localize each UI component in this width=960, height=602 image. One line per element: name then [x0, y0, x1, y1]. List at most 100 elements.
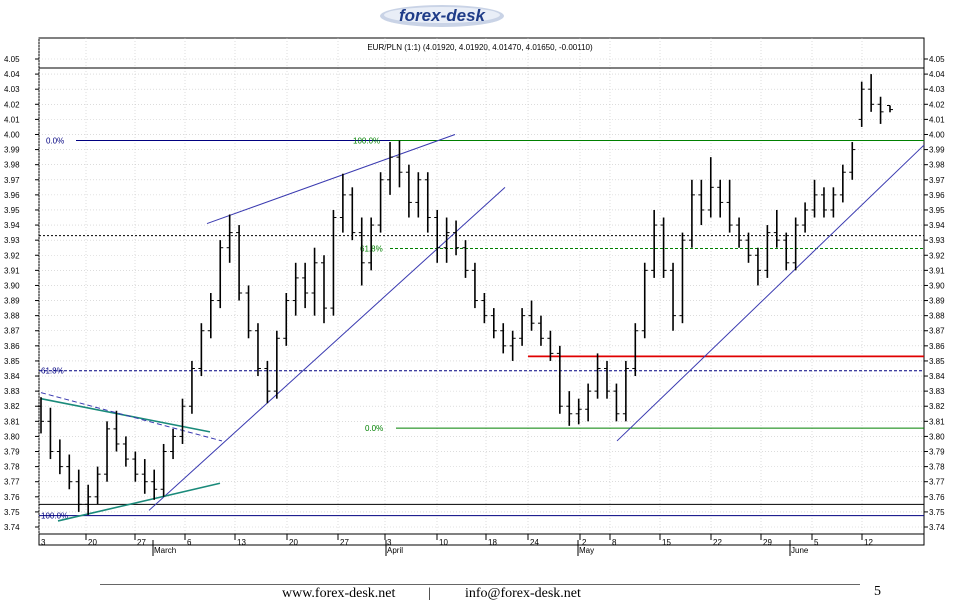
y-tick-label-right: 3.83 — [929, 387, 945, 396]
x-tick-label: 15 — [662, 538, 671, 547]
y-tick-label-left: 3.76 — [4, 493, 20, 502]
y-tick-label-left: 3.89 — [4, 297, 20, 306]
level-label: 0.0% — [365, 424, 383, 433]
y-tick-label-right: 3.97 — [929, 176, 945, 185]
y-tick-label-left: 4.02 — [4, 100, 20, 109]
y-tick-label-right: 3.76 — [929, 493, 945, 502]
x-tick-label: 6 — [187, 538, 192, 547]
footer-rule — [100, 584, 860, 585]
y-tick-label-right: 3.91 — [929, 266, 945, 275]
y-tick-label-right: 3.95 — [929, 206, 945, 215]
y-tick-label-left: 3.95 — [4, 206, 20, 215]
y-tick-label-left: 3.90 — [4, 281, 20, 290]
month-label: June — [791, 546, 809, 555]
y-tick-label-left: 4.00 — [4, 130, 20, 139]
eurpln-chart: EUR/PLN (1:1) (4.01920, 4.01920, 4.01470… — [4, 37, 945, 556]
y-tick-label-left: 3.75 — [4, 508, 20, 517]
y-tick-label-right: 3.82 — [929, 402, 945, 411]
y-tick-label-left: 3.96 — [4, 191, 20, 200]
y-tick-label-left: 3.87 — [4, 327, 20, 336]
y-tick-label-right: 3.74 — [929, 523, 945, 532]
y-tick-label-left: 3.82 — [4, 402, 20, 411]
horizontal-levels: 0.0%100.0%61.8%61.8%0.0%100.0% — [39, 67, 924, 521]
y-tick-label-right: 4.04 — [929, 70, 945, 79]
y-tick-label-right: 4.00 — [929, 130, 945, 139]
x-tick-label: 20 — [289, 538, 298, 547]
y-tick-label-left: 3.86 — [4, 342, 20, 351]
x-tick-label: 29 — [763, 538, 772, 547]
y-tick-label-left: 4.03 — [4, 85, 20, 94]
y-tick-label-right: 3.86 — [929, 342, 945, 351]
y-tick-label-right: 3.88 — [929, 312, 945, 321]
y-tick-label-left: 3.84 — [4, 372, 20, 381]
grid — [38, 38, 924, 534]
x-tick-label: 12 — [864, 538, 873, 547]
y-tick-label-left: 3.78 — [4, 463, 20, 472]
y-tick-label-right: 3.84 — [929, 372, 945, 381]
page-number: 5 — [874, 584, 881, 599]
y-tick-label-left: 3.91 — [4, 266, 20, 275]
x-tick-label: 8 — [612, 538, 617, 547]
y-tick-label-left: 3.83 — [4, 387, 20, 396]
footer-separator: | — [428, 586, 431, 601]
x-tick-label: 20 — [88, 538, 97, 547]
y-tick-label-right: 3.81 — [929, 417, 945, 426]
y-tick-label-right: 3.90 — [929, 281, 945, 290]
y-tick-label-left: 3.97 — [4, 176, 20, 185]
uptrend-line — [148, 186, 506, 511]
y-tick-label-right: 4.01 — [929, 115, 945, 124]
y-tick-label-left: 4.05 — [4, 55, 20, 64]
y-tick-label-right: 3.87 — [929, 327, 945, 336]
price-bars — [38, 74, 893, 515]
y-tick-label-left: 3.77 — [4, 478, 20, 487]
y-tick-label-left: 3.88 — [4, 312, 20, 321]
plot-frame — [38, 37, 925, 546]
y-tick-label-left: 3.79 — [4, 448, 20, 457]
y-tick-label-left: 3.85 — [4, 357, 20, 366]
x-tick-label: 10 — [439, 538, 448, 547]
month-label: April — [387, 546, 403, 555]
y-tick-label-left: 3.74 — [4, 523, 20, 532]
x-tick-label: 27 — [137, 538, 146, 547]
footer-email-link[interactable]: info@forex-desk.net — [465, 586, 581, 601]
y-tick-label-right: 4.05 — [929, 55, 945, 64]
x-tick-label: 24 — [530, 538, 539, 547]
level-label: 61.8% — [41, 367, 64, 376]
x-tick-label: 27 — [340, 538, 349, 547]
y-tick-label-right: 3.98 — [929, 161, 945, 170]
y-tick-label-left: 4.01 — [4, 115, 20, 124]
y-tick-label-left: 3.81 — [4, 417, 20, 426]
y-tick-label-right: 3.79 — [929, 448, 945, 457]
triangle-bottom-line — [57, 482, 221, 522]
y-tick-label-right: 3.78 — [929, 463, 945, 472]
y-tick-label-left: 3.98 — [4, 161, 20, 170]
y-tick-label-right: 3.92 — [929, 251, 945, 260]
y-tick-label-left: 3.80 — [4, 432, 20, 441]
x-tick-label: 18 — [488, 538, 497, 547]
x-tick-label: 22 — [713, 538, 722, 547]
y-tick-label-left: 3.94 — [4, 221, 20, 230]
logo-text: forex-desk — [399, 6, 487, 25]
level-label: 0.0% — [46, 137, 64, 146]
y-tick-label-right: 3.99 — [929, 146, 945, 155]
month-label: May — [579, 546, 594, 555]
y-tick-label-left: 3.93 — [4, 236, 20, 245]
x-axis: 3 20 27 6 13 20 27 3 10 18 24 2 8 15 22 29 5 12 March April… — [38, 533, 924, 556]
y-tick-label-right: 3.85 — [929, 357, 945, 366]
y-axis: 4.05 4.05 4.04 4.04 4.03 4.03 4.02 4.02 4.01 4.01… — [4, 55, 945, 532]
y-tick-label-right: 3.93 — [929, 236, 945, 245]
y-tick-label-left: 4.04 — [4, 70, 20, 79]
uptrend-line-2 — [616, 144, 925, 442]
channel-top-line — [206, 134, 456, 225]
x-tick-label: 13 — [237, 538, 246, 547]
footer-website-link[interactable]: www.forex-desk.net — [282, 586, 396, 601]
page-footer: www.forex-desk.net | info@forex-desk.net… — [0, 584, 960, 602]
y-tick-label-left: 3.92 — [4, 251, 20, 260]
logo-swoosh-inner — [384, 7, 500, 23]
x-tick-label: 3 — [41, 538, 46, 547]
y-tick-label-left: 3.99 — [4, 146, 20, 155]
x-tick-label: 5 — [814, 538, 819, 547]
chart-title: EUR/PLN (1:1) (4.01920, 4.01920, 4.01470… — [367, 43, 593, 52]
y-tick-label-right: 3.77 — [929, 478, 945, 487]
dashed-trendline — [40, 392, 223, 442]
